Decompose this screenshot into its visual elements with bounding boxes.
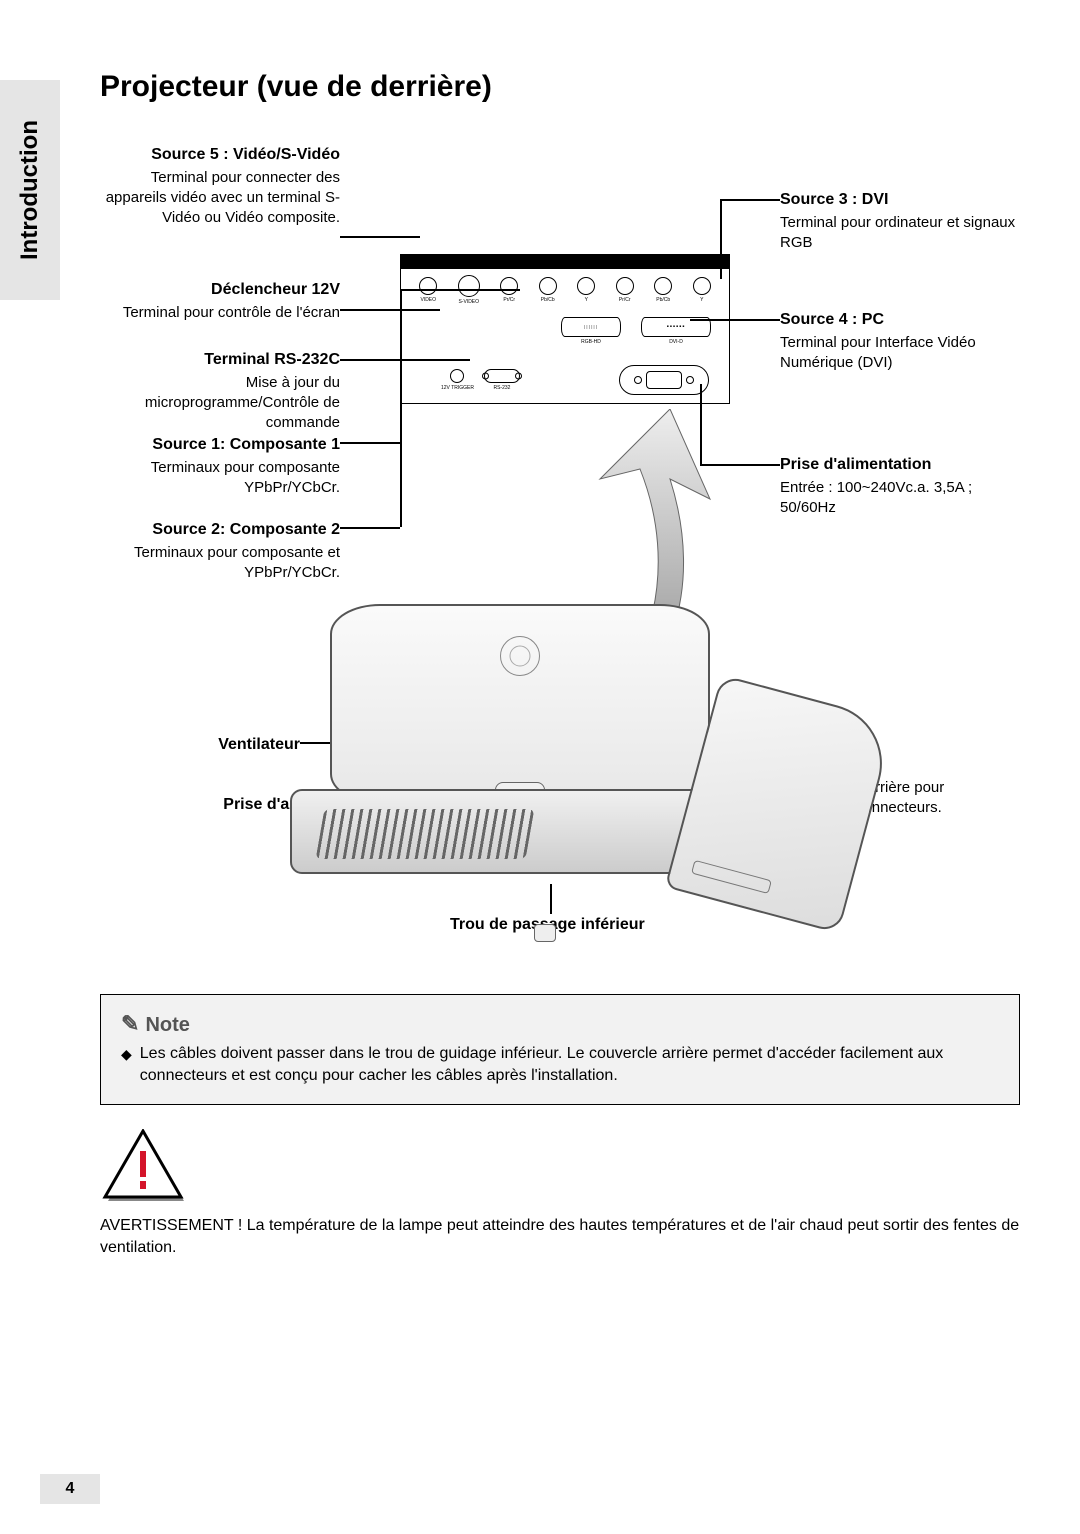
callout-rs232c: Terminal RS-232C Mise à jour du micropro… — [100, 349, 340, 433]
note-text: Les câbles doivent passer dans le trou d… — [140, 1043, 999, 1088]
hand-icon: ✎ — [121, 1011, 139, 1036]
callout-source4: Source 4 : PC Terminal pour Interface Vi… — [780, 309, 1020, 373]
callout-desc: Terminaux pour composante YPbPr/YCbCr. — [100, 458, 340, 499]
callout-title: Terminal RS-232C — [100, 349, 340, 371]
page-number: 4 — [40, 1474, 100, 1504]
projector-illustration — [290, 604, 800, 924]
callout-source5: Source 5 : Vidéo/S-Vidéo Terminal pour c… — [100, 144, 340, 228]
callout-fan: Ventilateur — [140, 734, 300, 758]
warning-icon — [100, 1129, 186, 1205]
callout-source1: Source 1: Composante 1 Terminaux pour co… — [100, 434, 340, 498]
warning-text: AVERTISSEMENT ! La température de la lam… — [100, 1215, 1020, 1260]
callout-title: Prise d'air — [140, 794, 300, 816]
callout-title: Source 1: Composante 1 — [100, 434, 340, 456]
callout-air: Prise d'air — [140, 794, 300, 818]
callout-title: Déclencheur 12V — [100, 279, 340, 301]
callout-title: Prise d'alimentation — [780, 454, 1020, 476]
callout-desc: Terminal pour Interface Vidéo Numérique … — [780, 333, 1020, 374]
callout-source3: Source 3 : DVI Terminal pour ordinateur … — [780, 189, 1020, 253]
callout-desc: Terminal pour connecter des appareils vi… — [100, 168, 340, 229]
callout-title: Source 3 : DVI — [780, 189, 1020, 211]
page-title: Projecteur (vue de derrière) — [100, 70, 1020, 104]
callout-title: Source 5 : Vidéo/S-Vidéo — [100, 144, 340, 166]
callout-power: Prise d'alimentation Entrée : 100~240Vc.… — [780, 454, 1020, 518]
manual-page: Introduction Projecteur (vue de derrière… — [0, 0, 1080, 1534]
callout-title: Ventilateur — [140, 734, 300, 756]
section-tab-label: Introduction — [16, 120, 44, 260]
callout-trigger12v: Déclencheur 12V Terminal pour contrôle d… — [100, 279, 340, 323]
callout-title: Source 2: Composante 2 — [100, 519, 340, 541]
section-tab: Introduction — [0, 80, 60, 300]
callout-desc: Mise à jour du microprogramme/Contrôle d… — [100, 373, 340, 434]
note-bullet: ◆ Les câbles doivent passer dans le trou… — [121, 1043, 999, 1088]
warning-block: AVERTISSEMENT ! La température de la lam… — [100, 1129, 1020, 1260]
diagram-area: Source 5 : Vidéo/S-Vidéo Terminal pour c… — [100, 134, 1020, 994]
callout-desc: Entrée : 100~240Vc.a. 3,5A ; 50/60Hz — [780, 478, 1020, 519]
callout-desc: Terminaux pour composante et YPbPr/YCbCr… — [100, 543, 340, 584]
note-heading: ✎Note — [121, 1011, 999, 1037]
note-box: ✎Note ◆ Les câbles doivent passer dans l… — [100, 994, 1020, 1105]
callout-desc: Terminal pour ordinateur et signaux RGB — [780, 213, 1020, 254]
callout-desc: Terminal pour contrôle de l'écran — [100, 303, 340, 323]
callout-title: Source 4 : PC — [780, 309, 1020, 331]
bullet-icon: ◆ — [121, 1043, 132, 1088]
callout-source2: Source 2: Composante 2 Terminaux pour co… — [100, 519, 340, 583]
connector-panel-diagram: VIDEO S-VIDEO Pr/Cr Pb/Cb Y Pr/Cr Pb/Cb … — [400, 254, 730, 404]
